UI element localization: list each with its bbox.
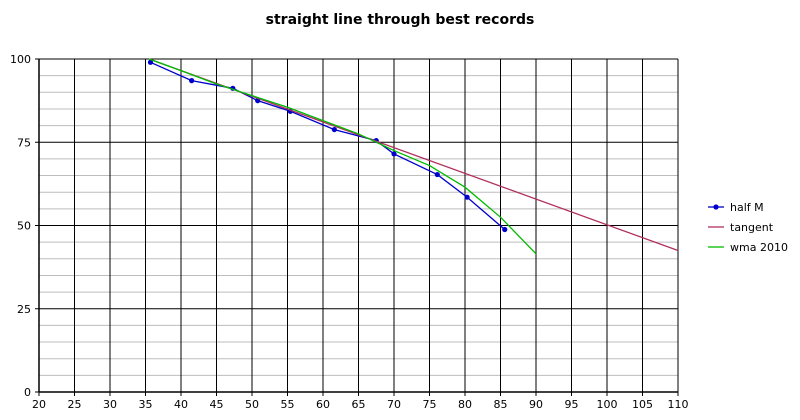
x-tick-label: 55 [281, 398, 295, 411]
series-line-half-m [150, 61, 506, 230]
x-tick-label: 70 [387, 398, 401, 411]
series-layer [147, 58, 679, 255]
x-tick-label: 25 [68, 398, 82, 411]
legend: half M tangent wma 2010 [708, 201, 788, 254]
data-point-half-m [189, 78, 195, 84]
data-point-half-m [502, 226, 508, 233]
data-point-half-m [464, 194, 470, 200]
y-tick-labels: 0 25 50 75 100 [10, 53, 31, 399]
y-tick-label: 75 [17, 136, 31, 149]
y-tick-label: 25 [17, 303, 31, 316]
data-point-half-m [434, 171, 440, 178]
axes [35, 58, 679, 396]
x-tick-labels: 20 25 30 35 40 45 50 55 60 65 70 75 80 85 90 95 100 105 11… [32, 398, 689, 411]
legend-label-half-m: half M [730, 201, 764, 214]
x-tick-label: 60 [316, 398, 330, 411]
x-tick-label: 110 [668, 398, 689, 411]
y-tick-label: 50 [17, 220, 31, 233]
series-line-wma-2010 [148, 58, 537, 255]
x-tick-label: 85 [494, 398, 508, 411]
y-tick-label: 0 [24, 386, 31, 399]
x-tick-label: 20 [32, 398, 46, 411]
legend-label-tangent: tangent [730, 221, 774, 234]
legend-marker-half-m [713, 204, 719, 210]
x-tick-label: 65 [352, 398, 366, 411]
x-tick-label: 80 [458, 398, 472, 411]
x-tick-label: 105 [632, 398, 653, 411]
x-tick-label: 75 [423, 398, 437, 411]
x-tick-label: 100 [597, 398, 618, 411]
y-tick-label: 100 [10, 53, 31, 66]
x-tick-label: 95 [565, 398, 579, 411]
x-tick-label: 50 [245, 398, 259, 411]
x-tick-label: 40 [174, 398, 188, 411]
x-tick-label: 35 [139, 398, 153, 411]
x-tick-label: 30 [103, 398, 117, 411]
legend-label-wma-2010: wma 2010 [730, 241, 788, 254]
data-point-half-m [147, 59, 154, 65]
x-tick-label: 90 [529, 398, 543, 411]
major-gridlines [38, 58, 679, 393]
data-point-half-m [391, 151, 397, 157]
chart-title: straight line through best records [266, 12, 535, 28]
x-tick-label: 45 [210, 398, 224, 411]
data-point-half-m [331, 126, 337, 133]
